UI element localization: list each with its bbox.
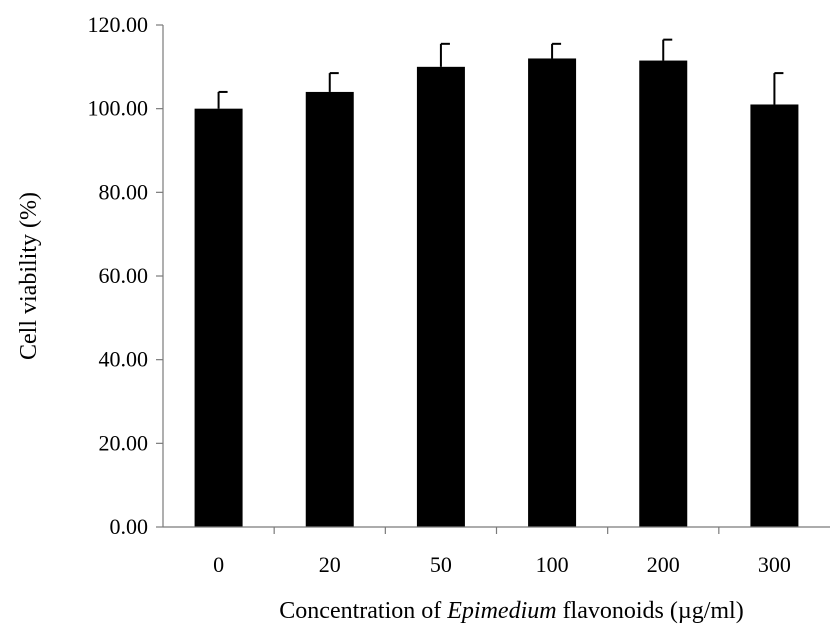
bar-300: [750, 104, 799, 527]
y-tick-label: 100.00: [88, 96, 149, 121]
x-tick-label-20: 20: [319, 552, 341, 577]
x-tick-label-200: 200: [647, 552, 680, 577]
x-axis-title: Concentration of Epimedium flavonoids (µ…: [279, 598, 743, 624]
y-tick-label: 0.00: [110, 514, 149, 539]
x-axis-title-italic: Epimedium: [446, 598, 556, 624]
y-tick-label: 120.00: [88, 12, 149, 37]
bar-100: [528, 58, 577, 527]
bar-200: [639, 60, 688, 527]
y-tick-label: 40.00: [99, 347, 149, 372]
x-tick-label-0: 0: [213, 552, 224, 577]
bar-20: [305, 91, 354, 527]
bars: [194, 38, 799, 528]
bar-0: [194, 108, 243, 528]
y-axis-title: Cell viability (%): [16, 192, 42, 360]
y-tick-label: 60.00: [99, 263, 149, 288]
y-tick-label: 20.00: [99, 430, 149, 455]
x-axis-title-prefix: Concentration of: [279, 598, 447, 624]
x-tick-label-100: 100: [536, 552, 569, 577]
x-tick-label-300: 300: [758, 552, 791, 577]
x-axis-tick-labels: 0 20 50 100 200 300: [213, 527, 791, 577]
bar-50: [416, 66, 465, 527]
y-tick-label: 80.00: [99, 179, 149, 204]
x-tick-label-50: 50: [430, 552, 452, 577]
x-axis-title-suffix: flavonoids (µg/ml): [557, 598, 744, 624]
y-axis-ticks: 0.00 20.00 40.00 60.00 80.00 100.00 120.00: [88, 12, 163, 539]
